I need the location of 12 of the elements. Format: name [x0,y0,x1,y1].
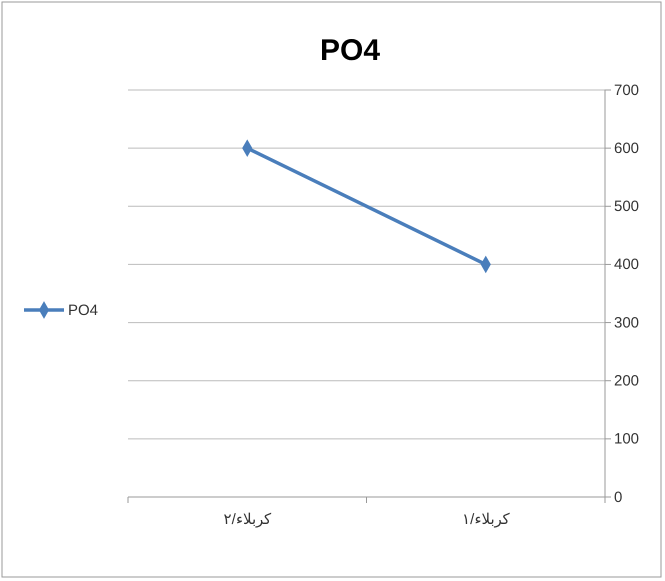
legend-label: PO4 [68,302,98,319]
x-tick-label: كربلاء/١ [462,511,510,528]
y-tick-label: 300 [614,314,640,332]
x-tick-label: كربلاء/٢ [224,511,272,528]
y-tick-label: 400 [614,256,640,274]
y-tick-label: 700 [614,82,640,99]
y-tick-label: 200 [614,372,640,390]
y-tick-label: 600 [614,140,640,157]
y-tick-label: 100 [614,430,640,448]
y-tick-label: 0 [614,488,622,506]
chart-title: PO4 [320,34,380,67]
y-tick-label: 500 [614,198,640,216]
